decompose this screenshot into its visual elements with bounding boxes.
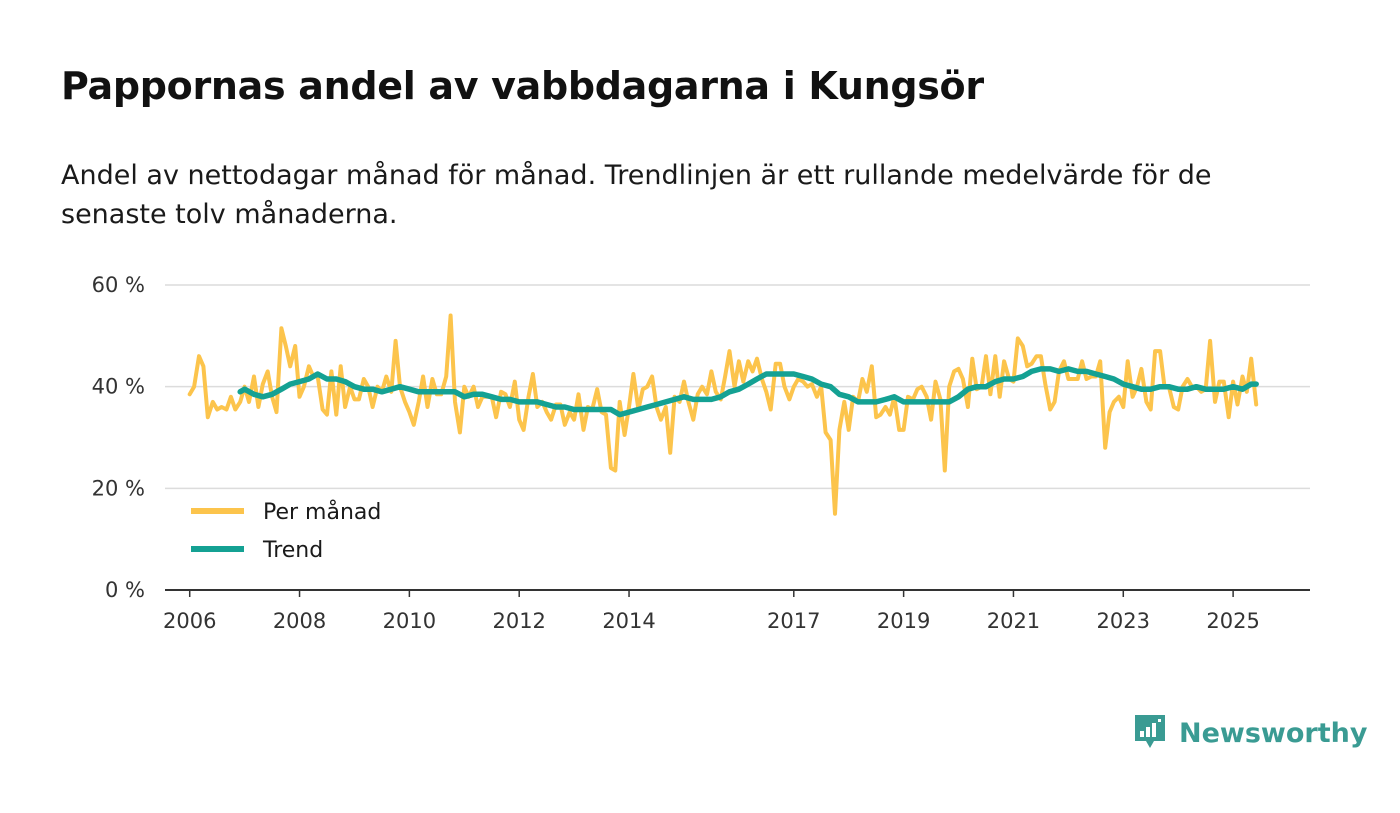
brand-name: Newsworthy <box>1179 717 1368 749</box>
x-tick-label: 2017 <box>767 609 820 633</box>
y-axis-ticks: 0 % 20 % 40 % 60 % <box>92 273 145 602</box>
legend-label: Per månad <box>263 499 381 525</box>
x-tick-label: 2006 <box>163 609 216 633</box>
series-lines <box>187 313 1259 516</box>
x-tick-label: 2012 <box>492 609 545 633</box>
chart-title: Pappornas andel av vabbdagarna i Kungsör <box>61 64 984 108</box>
y-tick-label: 60 % <box>92 273 145 297</box>
legend-label: Trend <box>262 538 323 563</box>
series-line-per-manad <box>187 313 1259 516</box>
newsworthy-logo-icon <box>1135 715 1165 748</box>
x-tick-label: 2021 <box>987 609 1040 633</box>
chart-legend: Per månad Trend <box>191 499 381 563</box>
x-axis-ticks: 2006 2008 2010 2012 2014 2017 2019 2021 2023 2025 <box>163 590 1260 633</box>
y-tick-label: 20 % <box>92 476 145 500</box>
x-tick-label: 2025 <box>1206 609 1259 633</box>
x-tick-label: 2019 <box>877 609 930 633</box>
chart-subtitle: Andel av nettodagar månad för månad. Tre… <box>61 160 1212 230</box>
grid-lines <box>165 284 1310 591</box>
series-line-trend <box>237 366 1259 418</box>
x-tick-label: 2008 <box>273 609 326 633</box>
brand-logo: Newsworthy <box>1133 712 1367 754</box>
y-tick-label: 0 % <box>105 578 145 602</box>
x-tick-label: 2010 <box>383 609 436 633</box>
x-tick-label: 2014 <box>602 609 655 633</box>
y-tick-label: 40 % <box>92 375 145 399</box>
x-tick-label: 2023 <box>1097 609 1150 633</box>
